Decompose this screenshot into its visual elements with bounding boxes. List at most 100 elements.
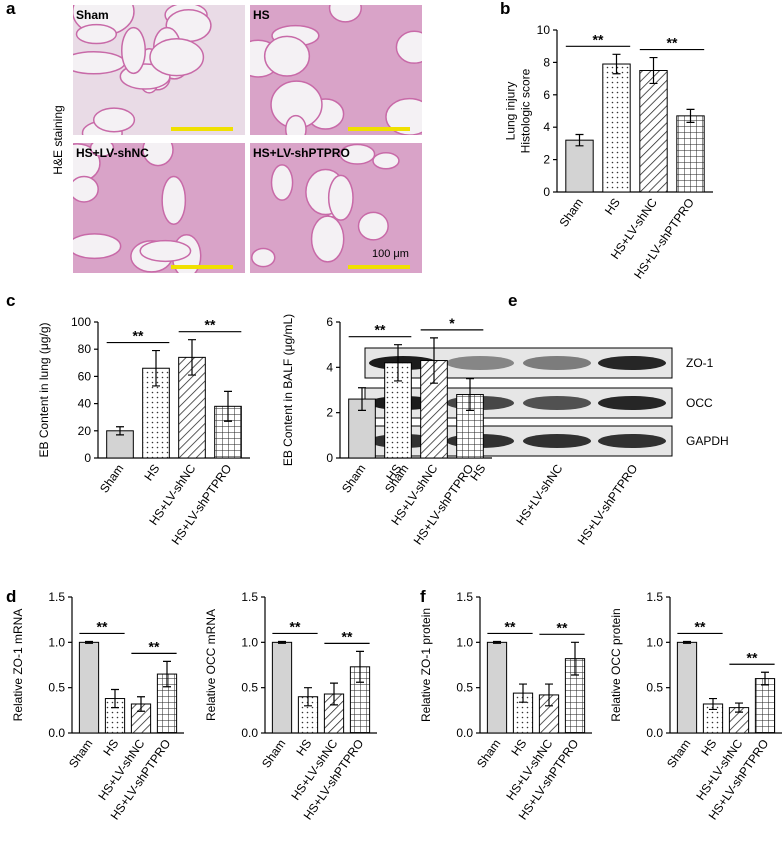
band-label: GAPDH — [686, 434, 729, 448]
tissue-image — [73, 5, 245, 135]
panel-letter: b — [500, 0, 510, 18]
significance-label: ** — [593, 31, 604, 47]
y-tick-label: 2 — [543, 153, 550, 167]
band — [598, 356, 666, 370]
y-tick-label: 0.0 — [241, 726, 258, 740]
histology-panel: a H&E staining Sham HS HS+LV-shNC HS+LV-shPTP… — [6, 0, 422, 273]
significance-label: ** — [133, 328, 144, 344]
significance-label: ** — [667, 35, 678, 51]
alveolus — [92, 107, 136, 133]
significance-label: ** — [149, 638, 160, 654]
significance-label: ** — [97, 618, 108, 634]
significance-label: ** — [290, 618, 301, 634]
error-bar — [545, 683, 553, 707]
y-tick-label: 40 — [78, 397, 92, 411]
error-bar — [571, 641, 579, 676]
y-tick-label: 1.5 — [456, 590, 473, 604]
error-bar — [761, 671, 769, 686]
tissue-image — [250, 5, 422, 135]
y-tick-label: 0.5 — [646, 681, 663, 695]
band-label: ZO-1 — [686, 356, 714, 370]
alveolus — [270, 164, 294, 201]
alveolus — [310, 215, 345, 263]
alveolus — [372, 151, 400, 170]
significance-label: ** — [375, 322, 386, 338]
error-bar — [394, 344, 402, 382]
significance-label: ** — [342, 628, 353, 644]
band — [523, 434, 591, 448]
x-tick-label: HS — [508, 737, 529, 759]
alveolus — [395, 30, 422, 64]
y-tick-label: 0.5 — [48, 681, 65, 695]
panel-letter: a — [6, 0, 16, 18]
y-axis-label: Relative OCC protein — [609, 608, 623, 721]
significance-label: ** — [205, 317, 216, 333]
y-axis-label: EB Content in lung (μg/g) — [37, 323, 51, 458]
image-label: HS+LV-shNC — [76, 146, 149, 160]
panel-letter: c — [6, 291, 15, 310]
y-tick-label: 0 — [543, 185, 550, 199]
image-label: HS — [253, 8, 270, 22]
lane-label: HS+LV-shNC — [513, 461, 565, 527]
significance-label: ** — [747, 649, 758, 665]
error-bar — [188, 339, 196, 376]
y-axis-label: EB Content in BALF (μg/mL) — [281, 314, 295, 466]
error-bar — [304, 687, 312, 707]
alveolus — [385, 97, 422, 135]
band — [598, 434, 666, 448]
bar — [486, 641, 508, 734]
error-bar — [735, 702, 743, 713]
error-bar — [612, 53, 621, 75]
panel-letter: d — [6, 587, 16, 606]
bar — [602, 63, 631, 193]
band — [446, 356, 514, 370]
y-tick-label: 80 — [78, 342, 92, 356]
alveolus — [327, 174, 354, 221]
y-tick-label: 1.5 — [241, 590, 258, 604]
y-tick-label: 1.5 — [646, 590, 663, 604]
y-tick-label: 0.0 — [48, 726, 65, 740]
panel-letter: f — [420, 587, 426, 606]
y-axis-label: Relative ZO-1 protein — [419, 608, 433, 722]
alveolus — [120, 26, 146, 75]
x-tick-label: Sham — [557, 196, 586, 230]
alveolus — [149, 38, 205, 77]
y-tick-label: 0 — [326, 451, 333, 465]
alveolus — [89, 143, 115, 157]
error-bar — [85, 640, 93, 644]
band — [523, 396, 591, 410]
y-tick-label: 100 — [71, 315, 91, 329]
y-tick-label: 0.0 — [456, 726, 473, 740]
bar — [271, 641, 293, 734]
image-label: HS+LV-shPTPRO — [253, 146, 350, 160]
x-tick-label: HS — [698, 737, 719, 759]
x-tick-label: HS — [293, 737, 314, 759]
x-tick-label: Sham — [474, 737, 503, 771]
significance-label: ** — [505, 618, 516, 634]
error-bar — [575, 133, 584, 147]
x-tick-label: Sham — [66, 737, 95, 771]
x-tick-label: HS — [141, 462, 162, 484]
y-tick-label: 6 — [543, 88, 550, 102]
bar — [78, 641, 100, 734]
alveolus — [73, 50, 126, 75]
y-axis-label: Lung injury — [504, 82, 518, 141]
alveolus — [142, 143, 174, 167]
x-tick-label: Sham — [664, 737, 693, 771]
alveolus — [263, 35, 311, 77]
x-tick-label: HS — [602, 196, 623, 218]
error-bar — [137, 696, 145, 712]
y-tick-label: 1.5 — [48, 590, 65, 604]
alveolus — [328, 5, 362, 23]
band-label: OCC — [686, 396, 713, 410]
x-tick-label: HS — [100, 737, 121, 759]
y-tick-label: 1.0 — [646, 635, 663, 649]
y-tick-label: 1.0 — [48, 635, 65, 649]
error-bar — [278, 640, 286, 644]
significance-label: * — [449, 315, 455, 331]
image-label: Sham — [76, 8, 109, 22]
scale-label: 100 μm — [372, 248, 409, 260]
error-bar — [330, 682, 338, 706]
